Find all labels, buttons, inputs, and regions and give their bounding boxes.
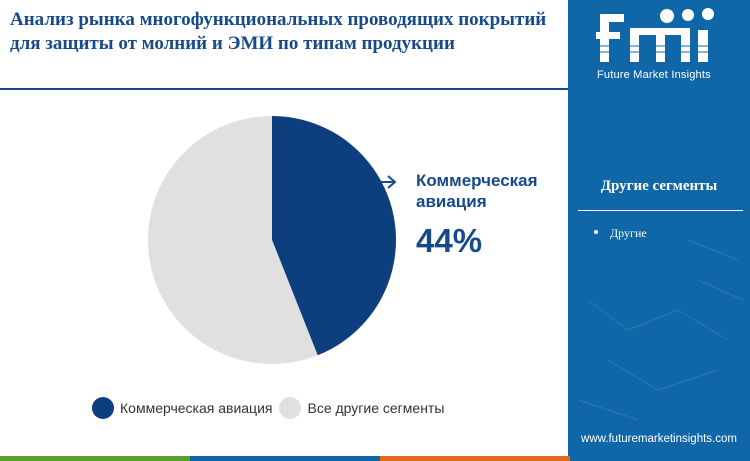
brand-name: Future Market Insights bbox=[597, 69, 711, 81]
legend-swatch bbox=[92, 397, 114, 419]
title-divider bbox=[0, 88, 568, 90]
pie-slice-0 bbox=[272, 116, 396, 356]
pie-slice-1 bbox=[147, 116, 318, 364]
legend-item-commercial: Коммерческая авиация bbox=[92, 397, 272, 419]
decorative-lines bbox=[577, 239, 744, 421]
legend-label: Коммерческая авиация bbox=[120, 400, 273, 416]
legend-item-other: Все другие сегменты bbox=[279, 397, 444, 419]
legend-swatch bbox=[279, 397, 302, 419]
side-panel-item: Другие bbox=[594, 226, 647, 241]
legend-label: Все другие сегменты bbox=[307, 400, 445, 416]
bottom-bar-segment bbox=[380, 456, 570, 461]
callout-value: 44% bbox=[416, 222, 483, 259]
bottom-color-bar bbox=[0, 456, 750, 461]
callout-label: Коммерческая авиация bbox=[416, 171, 538, 211]
pie-chart bbox=[147, 116, 397, 364]
legend: Коммерческая авиация Все другие сегменты bbox=[92, 396, 451, 420]
pie-slices bbox=[147, 116, 396, 364]
side-panel: Future Market Insights Другие сегменты Д… bbox=[568, 0, 750, 461]
arrow-right-icon bbox=[380, 175, 397, 189]
bottom-bar-segment bbox=[570, 456, 750, 461]
bottom-bar-segment bbox=[0, 456, 190, 461]
title: Анализ рынка многофункциональных проводя… bbox=[10, 9, 547, 54]
side-panel-divider bbox=[578, 210, 743, 211]
side-panel-item-label: Другие bbox=[610, 226, 647, 240]
website-link[interactable]: www.futuremarketinsights.com bbox=[581, 433, 737, 445]
side-panel-header: Другие сегменты bbox=[600, 178, 718, 194]
fmi-logo-mark bbox=[596, 8, 718, 62]
fmi-logo: Future Market Insights bbox=[568, 0, 750, 90]
bottom-bar-segment bbox=[190, 456, 380, 461]
bullet-icon bbox=[594, 230, 598, 235]
